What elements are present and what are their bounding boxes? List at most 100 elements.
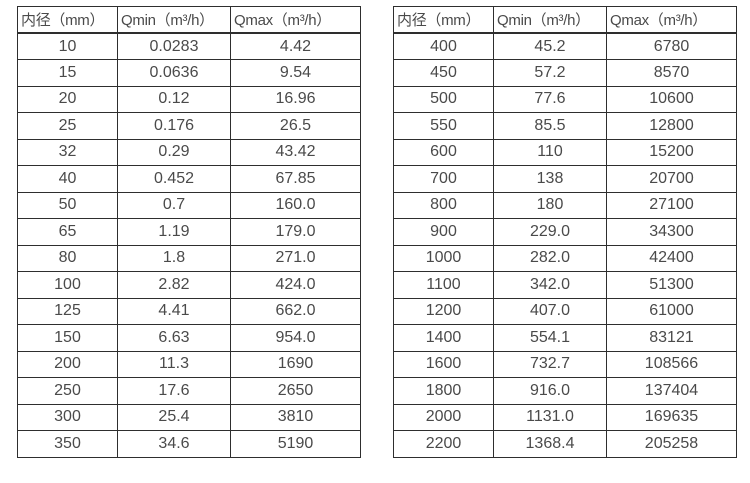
table-cell: 26.5 [230,112,361,140]
table-cell: 67.85 [230,165,361,193]
table-row: 2200 1368.4 205258 [393,430,737,458]
table-cell: 0.452 [117,165,231,193]
table-cell: 0.12 [117,85,231,113]
table-cell: 150 [17,324,118,352]
table-cell: 34300 [606,218,737,246]
table-cell: 25 [17,112,118,140]
table-header: 内径（mm） Qmin（m³/h） Qmax（m³/h） [393,6,737,34]
table-cell: 11.3 [117,350,231,378]
table-cell: 900 [393,218,494,246]
table-cell: 27100 [606,191,737,219]
table-cell: 34.6 [117,430,231,458]
table-cell: 400 [393,32,494,60]
table-row: 15 0.0636 9.54 [17,59,361,87]
table-cell: 110 [493,138,607,166]
table-cell: 10600 [606,85,737,113]
table-cell: 20 [17,85,118,113]
table-cell: 1.8 [117,244,231,272]
table-cell: 8570 [606,59,737,87]
table-cell: 5190 [230,430,361,458]
table-cell: 271.0 [230,244,361,272]
table-cell: 160.0 [230,191,361,219]
table-row: 500 77.6 10600 [393,85,737,113]
table-cell: 300 [17,403,118,431]
table-cell: 205258 [606,430,737,458]
table-cell: 600 [393,138,494,166]
table-row: 1100 342.0 51300 [393,271,737,299]
table-row: 80 1.8 271.0 [17,244,361,272]
table-cell: 250 [17,377,118,405]
table-cell: 108566 [606,350,737,378]
table-cell: 45.2 [493,32,607,60]
table-row: 200 11.3 1690 [17,350,361,378]
table-row: 20 0.12 16.96 [17,85,361,113]
table-cell: 1690 [230,350,361,378]
table-row: 1600 732.7 108566 [393,350,737,378]
header-cell: 内径（mm） [17,6,118,34]
table-row: 300 25.4 3810 [17,403,361,431]
table-cell: 350 [17,430,118,458]
flow-table-small-diameters: 内径（mm） Qmin（m³/h） Qmax（m³/h） 10 0.0283 4.42 1… [17,6,361,458]
table-cell: 6.63 [117,324,231,352]
table-cell: 85.5 [493,112,607,140]
table-cell: 0.0283 [117,32,231,60]
table-row: 25 0.176 26.5 [17,112,361,140]
table-row: 65 1.19 179.0 [17,218,361,246]
table-row: 100 2.82 424.0 [17,271,361,299]
header-cell: Qmax（m³/h） [230,6,361,34]
table-cell: 137404 [606,377,737,405]
table-cell: 282.0 [493,244,607,272]
table-cell: 40 [17,165,118,193]
table-cell: 424.0 [230,271,361,299]
table-cell: 407.0 [493,297,607,325]
table-cell: 169635 [606,403,737,431]
table-row: 400 45.2 6780 [393,32,737,60]
table-cell: 1131.0 [493,403,607,431]
table-cell: 32 [17,138,118,166]
header-cell: Qmax（m³/h） [606,6,737,34]
table-cell: 700 [393,165,494,193]
table-row: 125 4.41 662.0 [17,297,361,325]
table-row: 32 0.29 43.42 [17,138,361,166]
flow-rate-spec-tables: 内径（mm） Qmin（m³/h） Qmax（m³/h） 10 0.0283 4.42 1… [17,6,737,458]
table-cell: 1100 [393,271,494,299]
table-cell: 50 [17,191,118,219]
table-cell: 179.0 [230,218,361,246]
table-cell: 25.4 [117,403,231,431]
table-row: 40 0.452 67.85 [17,165,361,193]
table-row: 700 138 20700 [393,165,737,193]
table-cell: 229.0 [493,218,607,246]
table-cell: 2.82 [117,271,231,299]
table-cell: 450 [393,59,494,87]
table-row: 900 229.0 34300 [393,218,737,246]
table-cell: 200 [17,350,118,378]
table-body: 400 45.2 6780 450 57.2 8570 500 77.6 10600 550 85.… [393,32,737,458]
table-cell: 15200 [606,138,737,166]
table-cell: 1600 [393,350,494,378]
table-cell: 554.1 [493,324,607,352]
table-cell: 3810 [230,403,361,431]
table-cell: 16.96 [230,85,361,113]
table-cell: 550 [393,112,494,140]
table-cell: 1800 [393,377,494,405]
table-cell: 1200 [393,297,494,325]
table-cell: 732.7 [493,350,607,378]
table-row: 800 180 27100 [393,191,737,219]
header-cell: 内径（mm） [393,6,494,34]
table-cell: 65 [17,218,118,246]
table-cell: 1.19 [117,218,231,246]
table-cell: 4.42 [230,32,361,60]
table-cell: 916.0 [493,377,607,405]
table-row: 50 0.7 160.0 [17,191,361,219]
table-cell: 662.0 [230,297,361,325]
table-cell: 0.176 [117,112,231,140]
table-row: 150 6.63 954.0 [17,324,361,352]
table-cell: 0.0636 [117,59,231,87]
table-body: 10 0.0283 4.42 15 0.0636 9.54 20 0.12 16.96 25 0.1… [17,32,361,458]
table-cell: 42400 [606,244,737,272]
table-row: 10 0.0283 4.42 [17,32,361,60]
table-row: 600 110 15200 [393,138,737,166]
table-cell: 9.54 [230,59,361,87]
table-cell: 12800 [606,112,737,140]
table-cell: 2200 [393,430,494,458]
